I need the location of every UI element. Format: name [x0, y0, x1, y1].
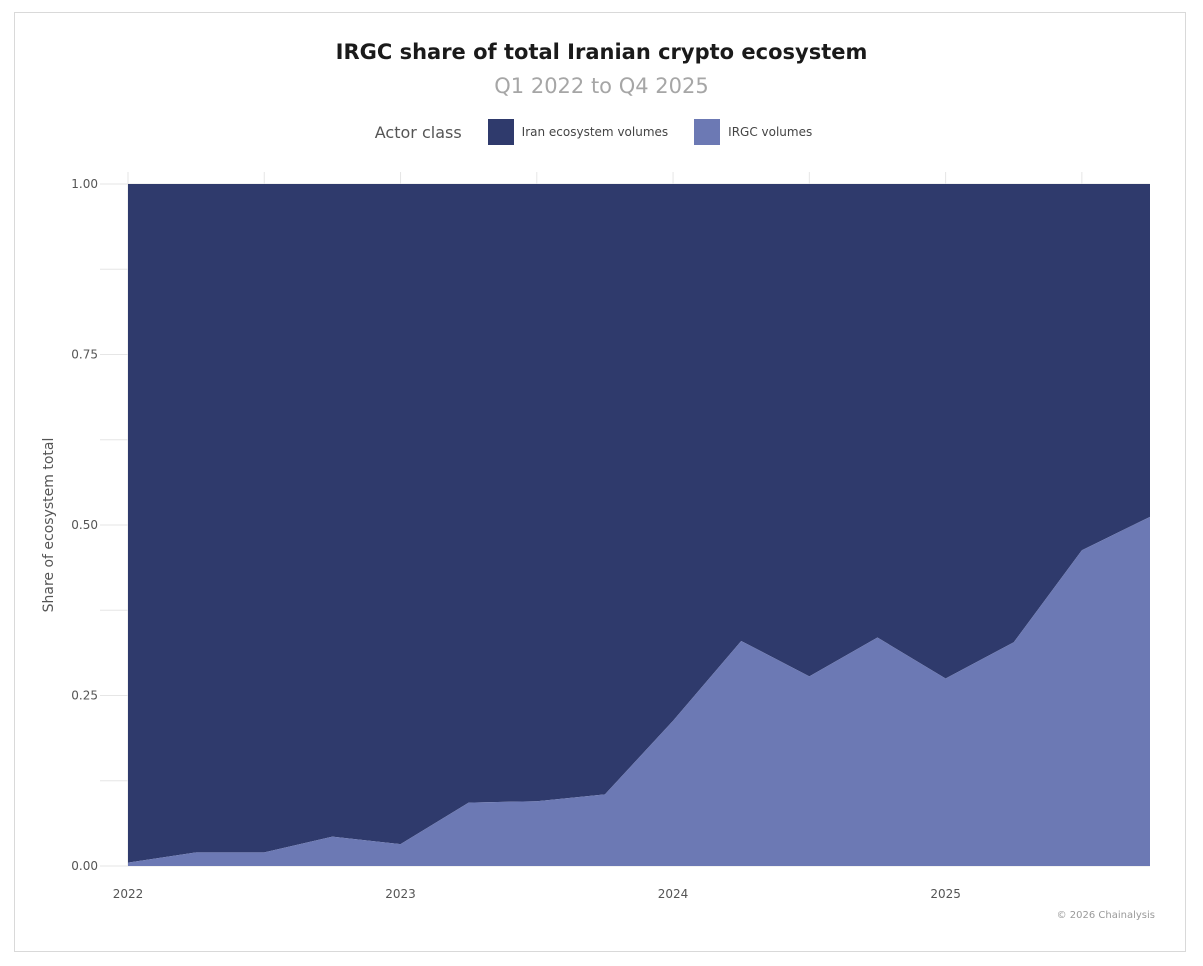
x-axis: 2022 2023 2024 2025 — [113, 887, 961, 901]
area-series — [128, 184, 1150, 866]
chart-subtitle: Q1 2022 to Q4 2025 — [494, 74, 709, 98]
legend-label-irgc: IRGC volumes — [728, 125, 813, 139]
legend-label-iran-ecosystem: Iran ecosystem volumes — [521, 125, 669, 139]
legend-item-irgc: IRGC volumes — [694, 119, 812, 145]
legend: Actor class Iran ecosystem volumes IRGC … — [0, 117, 1203, 147]
legend-title: Actor class — [374, 122, 462, 142]
y-tick-label: 1.00 — [71, 177, 98, 191]
area-iran-ecosystem-volumes — [128, 184, 1150, 863]
area-irgc-volumes — [128, 516, 1150, 866]
legend-swatch-iran-ecosystem — [487, 119, 514, 145]
x-tick-label: 2024 — [658, 887, 689, 901]
y-tick-label: 0.25 — [71, 689, 98, 703]
legend-swatch-irgc — [694, 119, 721, 145]
x-tick-label: 2023 — [385, 887, 416, 901]
x-tick-label: 2022 — [113, 887, 144, 901]
y-axis: 0.00 0.25 0.50 0.75 1.00 — [71, 177, 98, 873]
y-tick-label: 0.00 — [71, 859, 98, 873]
copyright-notice: © 2026 Chainalysis — [1056, 910, 1155, 921]
y-tick-label: 0.50 — [71, 518, 98, 532]
y-axis-label: Share of ecosystem total — [41, 438, 57, 613]
y-tick-label: 0.75 — [71, 348, 98, 362]
legend-item-iran-ecosystem: Iran ecosystem volumes — [487, 119, 669, 145]
chart-title: IRGC share of total Iranian crypto ecosy… — [335, 40, 868, 64]
x-tick-label: 2025 — [930, 887, 961, 901]
